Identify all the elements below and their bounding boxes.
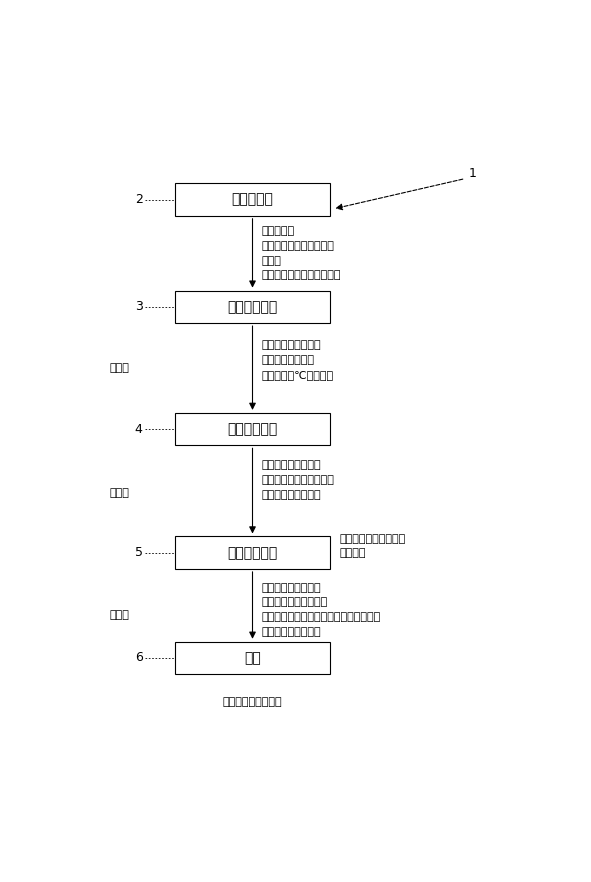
Text: 米糠・大豆かす添加
（発酵微生物の栄養源）
１～２日に１回撹拌: 米糠・大豆かす添加 （発酵微生物の栄養源） １～２日に１回撹拌: [262, 460, 335, 500]
Text: 5: 5: [135, 546, 142, 559]
Text: 6: 6: [135, 652, 142, 664]
Text: 作物、施肥タイミング
に応じて: 作物、施肥タイミング に応じて: [339, 534, 406, 558]
Text: 二次発酵工程: 二次発酵工程: [228, 422, 278, 436]
Text: 畜産糞尿と
アルカリ資材等の添加物
を混合
厚さ２０－３０ｃｍに積み: 畜産糞尿と アルカリ資材等の添加物 を混合 厚さ２０－３０ｃｍに積み: [262, 226, 341, 280]
Bar: [174, 290, 330, 323]
Bar: [174, 413, 330, 445]
Text: 必要に応じて袋詰め: 必要に応じて袋詰め: [223, 697, 282, 706]
Text: １週間: １週間: [110, 363, 129, 373]
Text: 4: 4: [135, 422, 142, 436]
Text: １週間: １週間: [110, 610, 129, 620]
Text: 1: 1: [469, 168, 476, 180]
Text: 堆肥: 堆肥: [244, 651, 261, 665]
Text: 三次発酵工程: 三次発酵工程: [228, 546, 278, 560]
Bar: [174, 183, 330, 216]
Text: １～２日に１回撹拌
アルカリ好気発酵
７０～８０℃まで達温: １～２日に１回撹拌 アルカリ好気発酵 ７０～８０℃まで達温: [262, 340, 334, 380]
Bar: [174, 536, 330, 569]
Text: １週間: １週間: [110, 488, 129, 498]
Text: 2: 2: [135, 193, 142, 206]
Text: 一次発酵工程: 一次発酵工程: [228, 300, 278, 314]
Text: 3: 3: [135, 301, 142, 313]
Bar: [174, 642, 330, 674]
Text: 前処理工程: 前処理工程: [232, 192, 274, 206]
Text: 米糠・大豆かす添加
微生物発酵酵素液又は
菌種残渣（土壌微生物、作物の栄養源）
１～２日に１回撹拌: 米糠・大豆かす添加 微生物発酵酵素液又は 菌種残渣（土壌微生物、作物の栄養源） …: [262, 583, 381, 637]
